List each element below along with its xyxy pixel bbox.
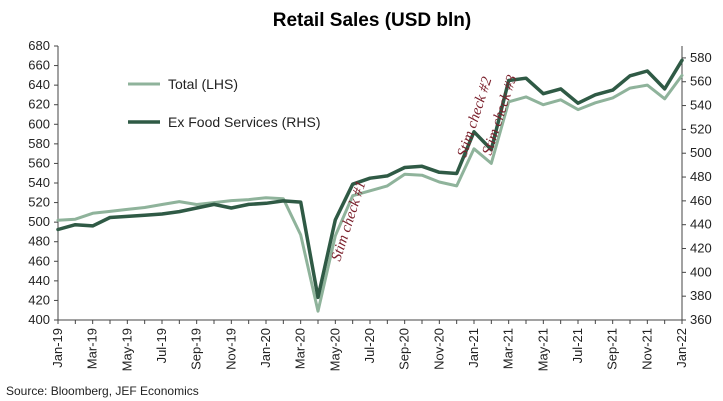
- chart-title: Retail Sales (USD bln): [273, 10, 472, 31]
- x-tick-label: Jan-19: [50, 328, 65, 368]
- x-tick-label: Sep-20: [397, 328, 412, 370]
- y-left-tick-label: 680: [28, 38, 50, 53]
- y-left-tick-label: 560: [28, 155, 50, 170]
- y-left-tick-label: 540: [28, 175, 50, 190]
- y-right-tick-label: 580: [690, 50, 712, 65]
- x-tick-label: Sep-21: [605, 328, 620, 370]
- y-left-tick-label: 400: [28, 312, 50, 327]
- x-tick-label: Jan-20: [258, 328, 273, 368]
- y-right-tick-label: 520: [690, 121, 712, 136]
- x-tick-label: Mar-21: [501, 328, 516, 369]
- x-tick-label: Jul-19: [154, 328, 169, 363]
- x-tick-label: Jul-20: [362, 328, 377, 363]
- y-left-tick-label: 600: [28, 116, 50, 131]
- x-tick-label: Sep-19: [189, 328, 204, 370]
- x-tick-label: Mar-20: [293, 328, 308, 369]
- y-left-tick-label: 520: [28, 195, 50, 210]
- y-right-tick-label: 480: [690, 169, 712, 184]
- x-tick-label: May-20: [327, 328, 342, 371]
- x-tick-label: Nov-20: [431, 328, 446, 370]
- y-right-tick-label: 460: [690, 193, 712, 208]
- legend-label-ex-food: Ex Food Services (RHS): [168, 114, 320, 130]
- y-right-tick-label: 560: [690, 74, 712, 89]
- x-tick-label: May-21: [535, 328, 550, 371]
- x-tick-label: Nov-21: [639, 328, 654, 370]
- x-tick-label: Mar-19: [85, 328, 100, 369]
- y-left-tick-label: 420: [28, 292, 50, 307]
- y-right-tick-label: 380: [690, 288, 712, 303]
- y-left-tick-label: 480: [28, 234, 50, 249]
- y-left-tick-label: 460: [28, 253, 50, 268]
- y-right-tick-label: 540: [690, 98, 712, 113]
- legend: Total (LHS) Ex Food Services (RHS): [128, 76, 320, 130]
- x-tick-label: May-19: [119, 328, 134, 371]
- y-left-tick-label: 500: [28, 214, 50, 229]
- y-right-tick-label: 360: [690, 312, 712, 327]
- x-tick-label: Jul-21: [570, 328, 585, 363]
- y-right-tick-label: 440: [690, 217, 712, 232]
- y-right-tick-label: 420: [690, 241, 712, 256]
- x-tick-label: Jan-21: [466, 328, 481, 368]
- series-line-total: [56, 73, 684, 313]
- y-left-tick-label: 580: [28, 136, 50, 151]
- plot-area: 400 420 440 460 480 500 520 540 560 580 600 620 640 6…: [28, 38, 711, 371]
- y-right-tick-label: 400: [690, 264, 712, 279]
- series-line-ex-food-services: [56, 58, 684, 300]
- y-left-tick-label: 620: [28, 97, 50, 112]
- legend-label-total: Total (LHS): [168, 76, 238, 92]
- x-tick-label: Nov-19: [223, 328, 238, 370]
- source-note: Source: Bloomberg, JEF Economics: [6, 384, 199, 398]
- y-left-tick-label: 660: [28, 58, 50, 73]
- y-left-tick-label: 640: [28, 77, 50, 92]
- y-left-tick-label: 440: [28, 273, 50, 288]
- y-right-tick-label: 500: [690, 145, 712, 160]
- x-tick-label: Jan-22: [674, 328, 689, 368]
